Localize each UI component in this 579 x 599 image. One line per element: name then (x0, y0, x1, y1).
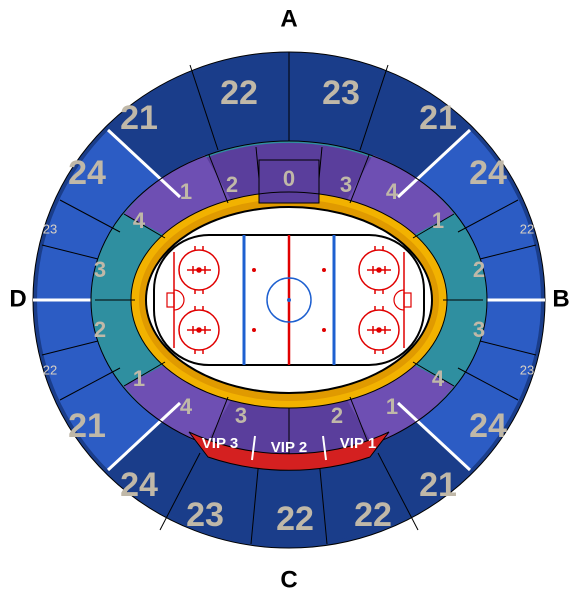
outer-section-3: 21 (419, 99, 457, 137)
outer-small-section-1: 22 (520, 221, 534, 236)
entrance-label-C: C (280, 566, 297, 593)
entrance-label-A: A (280, 5, 297, 32)
vip-section-0: VIP 3 (202, 435, 238, 452)
outer-section-5: 24 (469, 154, 507, 192)
outer-section-12: 22 (354, 496, 392, 534)
outer-small-section-0: 23 (43, 221, 57, 236)
mid-section-1: 2 (226, 172, 238, 197)
outer-small-section-2: 22 (43, 362, 57, 377)
mid-section-14: 3 (235, 403, 247, 428)
mid-section-5: 4 (133, 208, 146, 233)
outer-small-section-3: 23 (520, 362, 534, 377)
mid-section-10: 3 (473, 317, 485, 342)
mid-section-13: 4 (180, 394, 193, 419)
outer-section-0: 22 (220, 74, 258, 112)
mid-section-15: 2 (331, 403, 343, 428)
mid-section-3: 3 (340, 172, 352, 197)
outer-section-9: 21 (419, 466, 457, 504)
center-dot (287, 298, 291, 302)
vip-section-1: VIP 2 (271, 439, 307, 456)
hockey-rink (154, 235, 424, 365)
mid-section-11: 1 (133, 366, 145, 391)
mid-section-0: 1 (180, 179, 192, 204)
mid-section-8: 2 (473, 257, 485, 282)
outer-section-8: 24 (120, 466, 158, 504)
outer-section-10: 23 (186, 496, 224, 534)
outer-section-2: 21 (120, 99, 158, 137)
entrance-label-B: B (552, 285, 569, 312)
outer-section-1: 23 (322, 74, 360, 112)
outer-section-11: 22 (276, 500, 314, 538)
outer-section-4: 24 (68, 154, 106, 192)
mid-section-2: 0 (283, 166, 295, 191)
vip-section-2: VIP 1 (340, 435, 376, 452)
mid-section-16: 1 (386, 394, 398, 419)
outer-section-7: 24 (469, 407, 507, 445)
mid-section-4: 4 (386, 179, 399, 204)
mid-section-6: 1 (432, 208, 444, 233)
mid-section-9: 2 (94, 317, 106, 342)
arena-seating-map: ABCD 22232121242421242421232222 23222223… (0, 0, 579, 599)
outer-section-6: 21 (68, 407, 106, 445)
entrance-label-D: D (9, 285, 26, 312)
mid-section-12: 4 (432, 366, 445, 391)
mid-section-7: 3 (94, 257, 106, 282)
